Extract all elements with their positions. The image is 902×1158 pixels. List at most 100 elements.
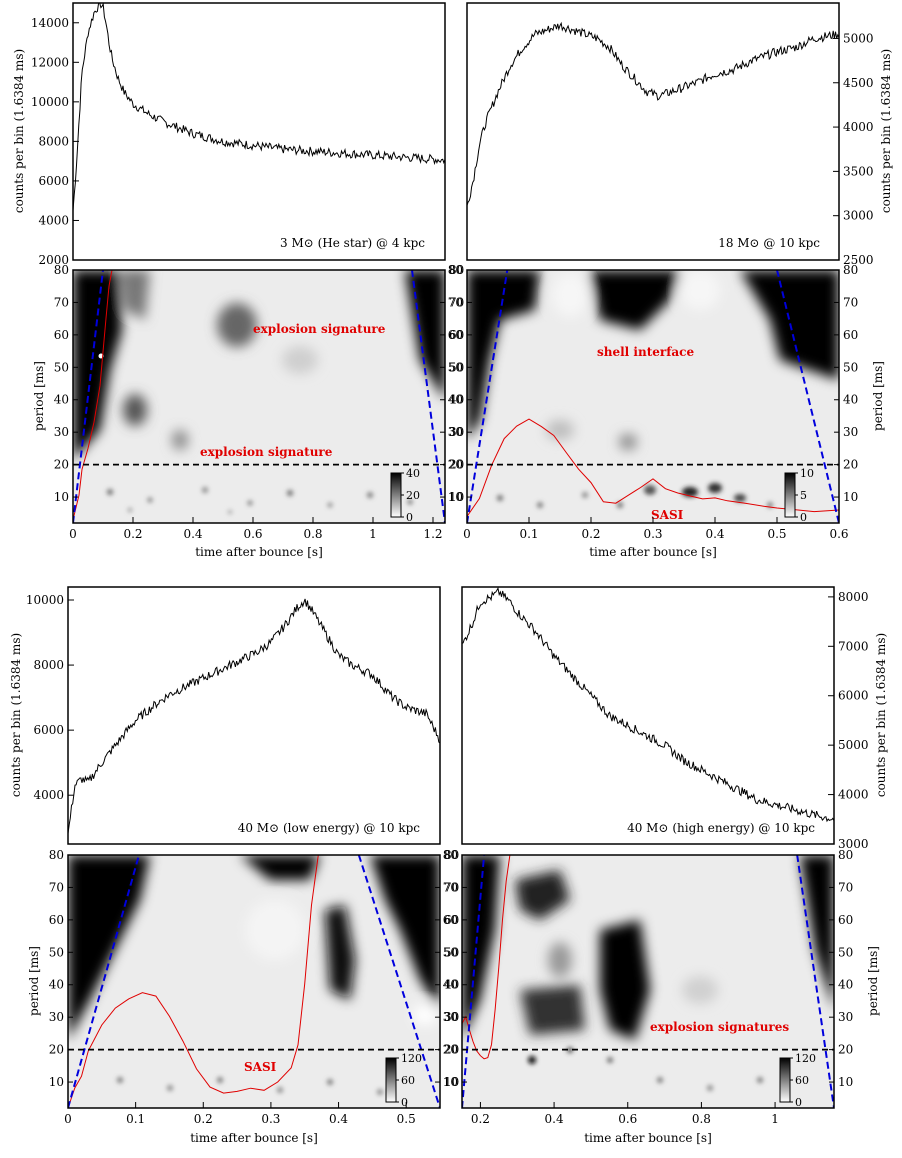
ylabel-period-1: period [ms] bbox=[32, 361, 46, 431]
ytick-label: 30 bbox=[448, 425, 463, 439]
ytick-label: 10 bbox=[843, 490, 858, 504]
annotation-shell-interface: shell interface bbox=[597, 345, 694, 359]
ytick-label: 70 bbox=[444, 880, 459, 894]
ytick-label: 10000 bbox=[26, 593, 64, 607]
ytick-label: 3500 bbox=[843, 164, 874, 178]
xtick-label: 1 bbox=[771, 1112, 779, 1126]
colorbar-tick-label: 0 bbox=[401, 1096, 408, 1109]
ytick-label: 70 bbox=[838, 880, 853, 894]
ytick-label: 4500 bbox=[843, 76, 874, 90]
ytick-label: 60 bbox=[54, 328, 69, 342]
ytick-label: 30 bbox=[843, 425, 858, 439]
panel-1-label: 3 M⊙ (He star) @ 4 kpc bbox=[280, 236, 425, 250]
xtick-label: 0.2 bbox=[581, 527, 600, 541]
ylabel-period-4: period [ms] bbox=[866, 946, 880, 1016]
spectrogram-panel-1: explosion signature explosion signature … bbox=[72, 269, 446, 524]
colorbar-gradient bbox=[385, 1057, 397, 1103]
ylabel-counts-4: counts per bin (1.6384 ms) bbox=[874, 633, 888, 797]
xtick-label: 0.6 bbox=[243, 527, 262, 541]
lightcurve-series-4 bbox=[461, 586, 835, 823]
colorbar-gradient bbox=[784, 472, 796, 518]
ytick-label: 70 bbox=[49, 880, 64, 894]
ytick-label: 20 bbox=[449, 458, 464, 472]
ytick-label: 80 bbox=[444, 848, 459, 862]
spectrogram-panel-3: SASI 0 60 120 bbox=[67, 854, 441, 1109]
ytick-label: 70 bbox=[843, 295, 858, 309]
ylabel-counts-3: counts per bin (1.6384 ms) bbox=[9, 633, 23, 797]
lightcurve-panel-2: 18 M⊙ @ 10 kpc bbox=[466, 2, 840, 261]
ytick-label: 40 bbox=[843, 393, 858, 407]
ytick-label: 5000 bbox=[843, 31, 874, 45]
xtick-label: 0.2 bbox=[194, 1112, 213, 1126]
xtick-label: 0.4 bbox=[545, 1112, 564, 1126]
xtick-label: 0 bbox=[69, 527, 77, 541]
ytick-label: 3000 bbox=[838, 837, 869, 851]
red-curve-4 bbox=[462, 855, 511, 1060]
ytick-label: 60 bbox=[448, 328, 463, 342]
colorbar-tick-label: 20 bbox=[406, 489, 420, 502]
ytick-label: 20 bbox=[54, 458, 69, 472]
xtick-label: 0.5 bbox=[397, 1112, 416, 1126]
ytick-label: 10 bbox=[49, 1075, 64, 1089]
colorbar-tick-label: 120 bbox=[795, 1052, 816, 1065]
ytick-label: 70 bbox=[443, 880, 458, 894]
ytick-label: 70 bbox=[449, 295, 464, 309]
ytick-label: 20 bbox=[444, 1043, 459, 1057]
ytick-label: 40 bbox=[449, 393, 464, 407]
ylabel-counts-2: counts per bin (1.6384 ms) bbox=[879, 49, 893, 213]
ytick-label: 4000 bbox=[33, 788, 64, 802]
colorbar-tick-label: 60 bbox=[401, 1074, 415, 1087]
ytick-label: 40 bbox=[49, 978, 64, 992]
ytick-label: 70 bbox=[54, 295, 69, 309]
ylabel-counts-1: counts per bin (1.6384 ms) bbox=[12, 49, 26, 213]
red-curve-1 bbox=[73, 270, 113, 520]
lightcurve-panel-4: 40 M⊙ (high energy) @ 10 kpc bbox=[461, 586, 835, 845]
ytick-label: 80 bbox=[443, 848, 458, 862]
ytick-label: 70 bbox=[448, 295, 463, 309]
ytick-label: 10 bbox=[444, 1075, 459, 1089]
xtick-label: 1.2 bbox=[423, 527, 442, 541]
ytick-label: 3000 bbox=[843, 209, 874, 223]
xlabel-time-1: time after bounce [s] bbox=[195, 545, 323, 559]
xtick-label: 0.1 bbox=[519, 527, 538, 541]
ytick-label: 50 bbox=[444, 945, 459, 959]
colorbar-tick-label: 0 bbox=[406, 511, 413, 524]
blue-dashed-right-3 bbox=[357, 855, 440, 1108]
ytick-label: 2000 bbox=[38, 253, 69, 267]
annotation-explosion-signature-1: explosion signature bbox=[253, 322, 386, 336]
colorbar-tick-label: 0 bbox=[800, 511, 807, 524]
colorbar-tick-label: 40 bbox=[406, 467, 420, 480]
ytick-label: 10 bbox=[54, 490, 69, 504]
blue-dashed-left-2 bbox=[467, 270, 509, 523]
annotation-sasi-1: SASI bbox=[651, 508, 684, 522]
ytick-label: 5000 bbox=[838, 738, 869, 752]
lightcurve-series-2 bbox=[466, 21, 840, 206]
ytick-label: 20 bbox=[443, 1043, 458, 1057]
annotation-explosion-signature-2: explosion signature bbox=[200, 445, 333, 459]
colorbar-gradient bbox=[779, 1057, 791, 1103]
ytick-label: 8000 bbox=[33, 658, 64, 672]
ytick-label: 60 bbox=[443, 913, 458, 927]
ytick-label: 40 bbox=[54, 393, 69, 407]
ytick-label: 30 bbox=[838, 1010, 853, 1024]
ylabel-period-2: period [ms] bbox=[871, 361, 885, 431]
ytick-label: 50 bbox=[49, 945, 64, 959]
xlabel-time-3: time after bounce [s] bbox=[190, 1131, 318, 1145]
ytick-label: 4000 bbox=[38, 213, 69, 227]
ytick-label: 80 bbox=[448, 263, 463, 277]
blue-dashed-right-4 bbox=[796, 855, 834, 1108]
ytick-label: 40 bbox=[448, 393, 463, 407]
lightcurve-series-1 bbox=[72, 2, 446, 211]
ytick-label: 12000 bbox=[31, 55, 69, 69]
ytick-label: 60 bbox=[843, 328, 858, 342]
lightcurve-series-3 bbox=[67, 598, 441, 834]
ytick-label: 7000 bbox=[838, 639, 869, 653]
ytick-label: 6000 bbox=[38, 174, 69, 188]
ytick-label: 10 bbox=[449, 490, 464, 504]
panel-2-label: 18 M⊙ @ 10 kpc bbox=[718, 236, 820, 250]
ytick-label: 2500 bbox=[843, 253, 874, 267]
ytick-label: 30 bbox=[49, 1010, 64, 1024]
ytick-label: 30 bbox=[444, 1010, 459, 1024]
lightcurve-panel-3: 40 M⊙ (low energy) @ 10 kpc bbox=[67, 586, 441, 845]
